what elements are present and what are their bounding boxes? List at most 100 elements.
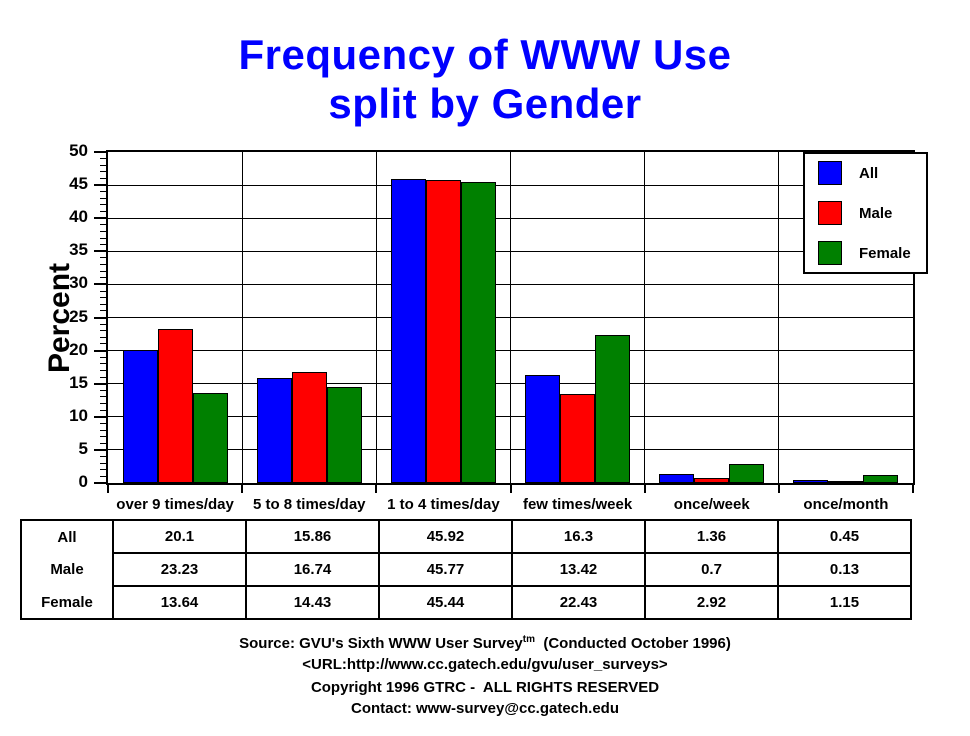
bar-male-0 <box>157 329 193 483</box>
table-row-label: Male <box>20 553 114 586</box>
y-tick-label: 0 <box>78 472 88 491</box>
y-tick-major <box>94 217 106 220</box>
y-tick-minor <box>100 297 106 299</box>
bar-all-0 <box>122 349 158 483</box>
y-tick-minor <box>100 376 106 378</box>
y-tick-minor <box>100 264 106 266</box>
y-tick-label: 30 <box>69 273 88 293</box>
y-tick-minor <box>100 323 106 325</box>
y-tick-major <box>94 349 106 352</box>
bar-male-2 <box>425 180 461 483</box>
bar-male-5 <box>828 481 864 483</box>
bar-all-2 <box>390 179 426 483</box>
bar-all-3 <box>525 375 561 483</box>
table-cell: 2.92 <box>644 585 779 620</box>
y-tick-minor <box>100 211 106 213</box>
y-tick-minor <box>100 436 106 438</box>
y-tick-minor <box>100 462 106 464</box>
bar-all-1 <box>256 378 292 483</box>
x-category-label: 5 to 8 times/day <box>252 496 366 513</box>
y-tick-minor <box>100 158 106 160</box>
bar-male-3 <box>560 394 596 483</box>
data-table-grid: All 20.1 15.86 45.92 16.3 1.36 0.45 Male 23.23 16… <box>20 519 912 620</box>
y-tick-major <box>94 250 106 253</box>
bar-male-1 <box>291 372 327 483</box>
bar-all-4 <box>659 474 695 483</box>
y-tick-major <box>94 382 106 385</box>
y-tick-major <box>94 184 106 187</box>
table-row-male: Male 23.23 16.74 45.77 13.42 0.7 0.13 <box>20 552 912 587</box>
data-table: All 20.1 15.86 45.92 16.3 1.36 0.45 Male 23.23 16… <box>20 519 912 620</box>
y-tick-major <box>94 316 106 319</box>
x-category-label: few times/week <box>522 496 633 513</box>
x-tick <box>375 485 378 493</box>
table-cell: 0.7 <box>644 552 779 587</box>
y-tick-major <box>94 448 106 451</box>
y-tick-minor <box>100 171 106 173</box>
chart-title: Frequency of WWW Use split by Gender <box>0 30 970 128</box>
y-tick-minor <box>100 197 106 199</box>
y-tick-label: 50 <box>69 141 88 160</box>
y-tick-label: 10 <box>69 405 88 425</box>
x-category-label: once/week <box>673 496 750 513</box>
y-tick-minor <box>100 369 106 371</box>
y-tick-major <box>94 415 106 418</box>
table-cell: 16.74 <box>245 552 380 587</box>
y-tick-label: 5 <box>78 438 88 458</box>
bar-female-0 <box>192 392 228 483</box>
bar-female-1 <box>326 387 362 483</box>
legend-swatch-all-icon <box>818 161 842 185</box>
y-tick-minor <box>100 177 106 179</box>
table-cell: 45.77 <box>378 552 513 587</box>
y-tick-minor <box>100 191 106 193</box>
bar-female-3 <box>595 334 631 483</box>
bar-female-5 <box>863 475 899 483</box>
table-row-label: All <box>20 520 114 553</box>
y-tick-minor <box>100 257 106 259</box>
y-tick-label: 15 <box>69 372 88 392</box>
y-tick-minor <box>100 224 106 226</box>
table-cell: 20.1 <box>112 519 247 554</box>
y-tick-minor <box>100 204 106 206</box>
table-cell: 23.23 <box>112 552 247 587</box>
table-cell: 1.15 <box>777 585 912 620</box>
contact-line: Contact: www-survey@cc.gatech.edu <box>350 700 620 717</box>
y-tick-minor <box>100 277 106 279</box>
y-tick-minor <box>100 403 106 405</box>
y-tick-minor <box>100 469 106 471</box>
legend-entry-male: Male <box>818 201 892 225</box>
x-tick <box>509 485 512 493</box>
y-tick-minor <box>100 336 106 338</box>
legend-label-all: All <box>859 164 879 182</box>
y-tick-minor <box>100 330 106 332</box>
legend-entry-female: Female <box>818 241 911 265</box>
copyright-line: Copyright 1996 GTRC - ALL RIGHTS RESERVE… <box>310 679 660 696</box>
y-tick-minor <box>100 343 106 345</box>
y-tick-minor <box>100 230 106 232</box>
x-tick <box>912 485 914 493</box>
table-cell: 45.44 <box>378 585 513 620</box>
y-tick-minor <box>100 310 106 312</box>
v-gridline <box>510 152 511 483</box>
x-tick <box>643 485 646 493</box>
x-category-label: 1 to 4 times/day <box>387 496 500 513</box>
y-tick-minor <box>100 422 106 424</box>
y-tick-minor <box>100 429 106 431</box>
bar-all-5 <box>793 480 829 483</box>
legend-label-male: Male <box>859 204 893 222</box>
x-category-label: over 9 times/day <box>116 496 234 513</box>
chart-title-line-1: Frequency of WWW Use <box>238 31 732 78</box>
y-tick-label: 40 <box>69 207 88 227</box>
table-cell: 13.64 <box>112 585 247 620</box>
y-tick-major <box>94 151 106 153</box>
y-tick-minor <box>100 475 106 477</box>
table-row-label: Female <box>20 586 114 619</box>
y-tick-minor <box>100 389 106 391</box>
source-line: Source: GVU's Sixth WWW User Surveytm (C… <box>0 629 970 654</box>
y-tick-minor <box>100 270 106 272</box>
table-cell: 0.45 <box>777 519 912 554</box>
y-tick-label: 20 <box>69 339 88 359</box>
y-tick-minor <box>100 303 106 305</box>
plot-area <box>106 150 915 485</box>
